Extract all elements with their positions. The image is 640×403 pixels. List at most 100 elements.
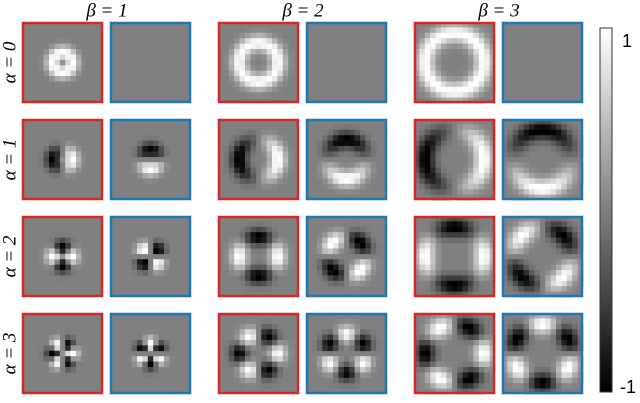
pixel bbox=[523, 189, 530, 195]
pixel bbox=[478, 97, 485, 104]
pixel bbox=[473, 226, 480, 233]
pixel bbox=[468, 129, 474, 136]
pixel bbox=[468, 356, 474, 362]
pixel bbox=[255, 232, 262, 238]
pixel bbox=[545, 334, 551, 341]
pixel bbox=[457, 43, 463, 50]
pixel bbox=[65, 167, 71, 174]
pixel bbox=[250, 367, 257, 373]
pixel bbox=[484, 86, 490, 93]
pixel bbox=[59, 248, 66, 255]
pixel bbox=[234, 248, 240, 255]
pixel bbox=[435, 216, 442, 222]
pixel bbox=[451, 86, 458, 93]
pixel bbox=[81, 248, 88, 255]
pixel bbox=[376, 340, 382, 346]
pixel bbox=[430, 248, 436, 255]
pixel bbox=[250, 183, 257, 190]
pixel bbox=[288, 151, 294, 158]
pixel bbox=[338, 167, 345, 174]
pixel bbox=[550, 356, 557, 362]
pixel bbox=[228, 270, 235, 276]
pixel bbox=[164, 248, 170, 255]
pixel bbox=[518, 248, 524, 255]
pixel bbox=[272, 162, 278, 168]
pixel bbox=[288, 253, 294, 260]
pixel bbox=[451, 43, 458, 50]
pixel bbox=[316, 345, 323, 352]
pixel bbox=[502, 340, 508, 346]
pixel bbox=[234, 70, 240, 77]
pixel bbox=[462, 124, 469, 131]
pixel bbox=[566, 167, 573, 174]
pixel bbox=[545, 243, 551, 249]
pixel bbox=[430, 237, 436, 244]
pixel bbox=[507, 377, 514, 384]
pixel bbox=[430, 167, 436, 174]
pixel bbox=[239, 232, 246, 238]
pixel bbox=[523, 318, 530, 325]
pixel bbox=[250, 38, 257, 44]
pixel bbox=[43, 70, 50, 77]
pixel bbox=[288, 350, 294, 357]
pixel bbox=[288, 59, 294, 66]
pixel bbox=[59, 264, 66, 271]
pixel bbox=[572, 259, 578, 265]
pixel bbox=[322, 340, 328, 346]
pixel bbox=[239, 135, 246, 141]
pixel bbox=[473, 162, 480, 168]
pixel bbox=[473, 129, 480, 136]
pixel bbox=[518, 377, 524, 384]
pixel bbox=[338, 329, 345, 335]
pixel bbox=[468, 43, 474, 50]
pixel bbox=[360, 361, 366, 368]
pixel bbox=[489, 264, 496, 271]
pixel bbox=[59, 76, 66, 82]
pixel bbox=[49, 270, 55, 276]
pixel bbox=[424, 189, 431, 195]
pixel bbox=[245, 377, 251, 384]
pixel bbox=[65, 76, 71, 82]
pixel bbox=[365, 367, 372, 373]
pixel bbox=[282, 173, 289, 179]
pixel bbox=[266, 43, 273, 50]
pixel bbox=[137, 237, 143, 244]
pixel bbox=[468, 226, 474, 233]
pixel bbox=[349, 221, 355, 228]
pixel bbox=[223, 264, 230, 271]
pixel bbox=[137, 162, 143, 168]
pixel bbox=[462, 372, 469, 379]
pixel bbox=[142, 334, 149, 341]
pixel bbox=[360, 345, 366, 352]
pixel bbox=[507, 189, 514, 195]
pixel bbox=[539, 189, 546, 195]
pixel bbox=[354, 329, 361, 335]
pixel bbox=[38, 162, 44, 168]
pixel bbox=[239, 162, 246, 168]
pixel bbox=[572, 183, 578, 190]
pixel bbox=[250, 340, 257, 346]
pixel bbox=[572, 167, 578, 174]
pixel bbox=[430, 65, 436, 71]
pixel bbox=[545, 173, 551, 179]
pixel bbox=[451, 76, 458, 82]
pixel bbox=[572, 124, 578, 131]
pixel bbox=[468, 65, 474, 71]
pixel bbox=[338, 367, 345, 373]
panel-background bbox=[110, 216, 191, 297]
pixel bbox=[322, 135, 328, 141]
pixel bbox=[49, 350, 55, 357]
pixel bbox=[272, 70, 278, 77]
pixel bbox=[333, 323, 339, 330]
pixel bbox=[478, 259, 485, 265]
pixel bbox=[512, 280, 519, 287]
pixel bbox=[333, 340, 339, 346]
pixel bbox=[529, 356, 535, 362]
pixel bbox=[430, 388, 436, 395]
pixel bbox=[468, 146, 474, 152]
pixel bbox=[507, 124, 514, 131]
filter-panel bbox=[305, 312, 388, 395]
panel-border bbox=[109, 118, 192, 201]
filter-panel bbox=[413, 118, 496, 201]
pixel bbox=[282, 146, 289, 152]
